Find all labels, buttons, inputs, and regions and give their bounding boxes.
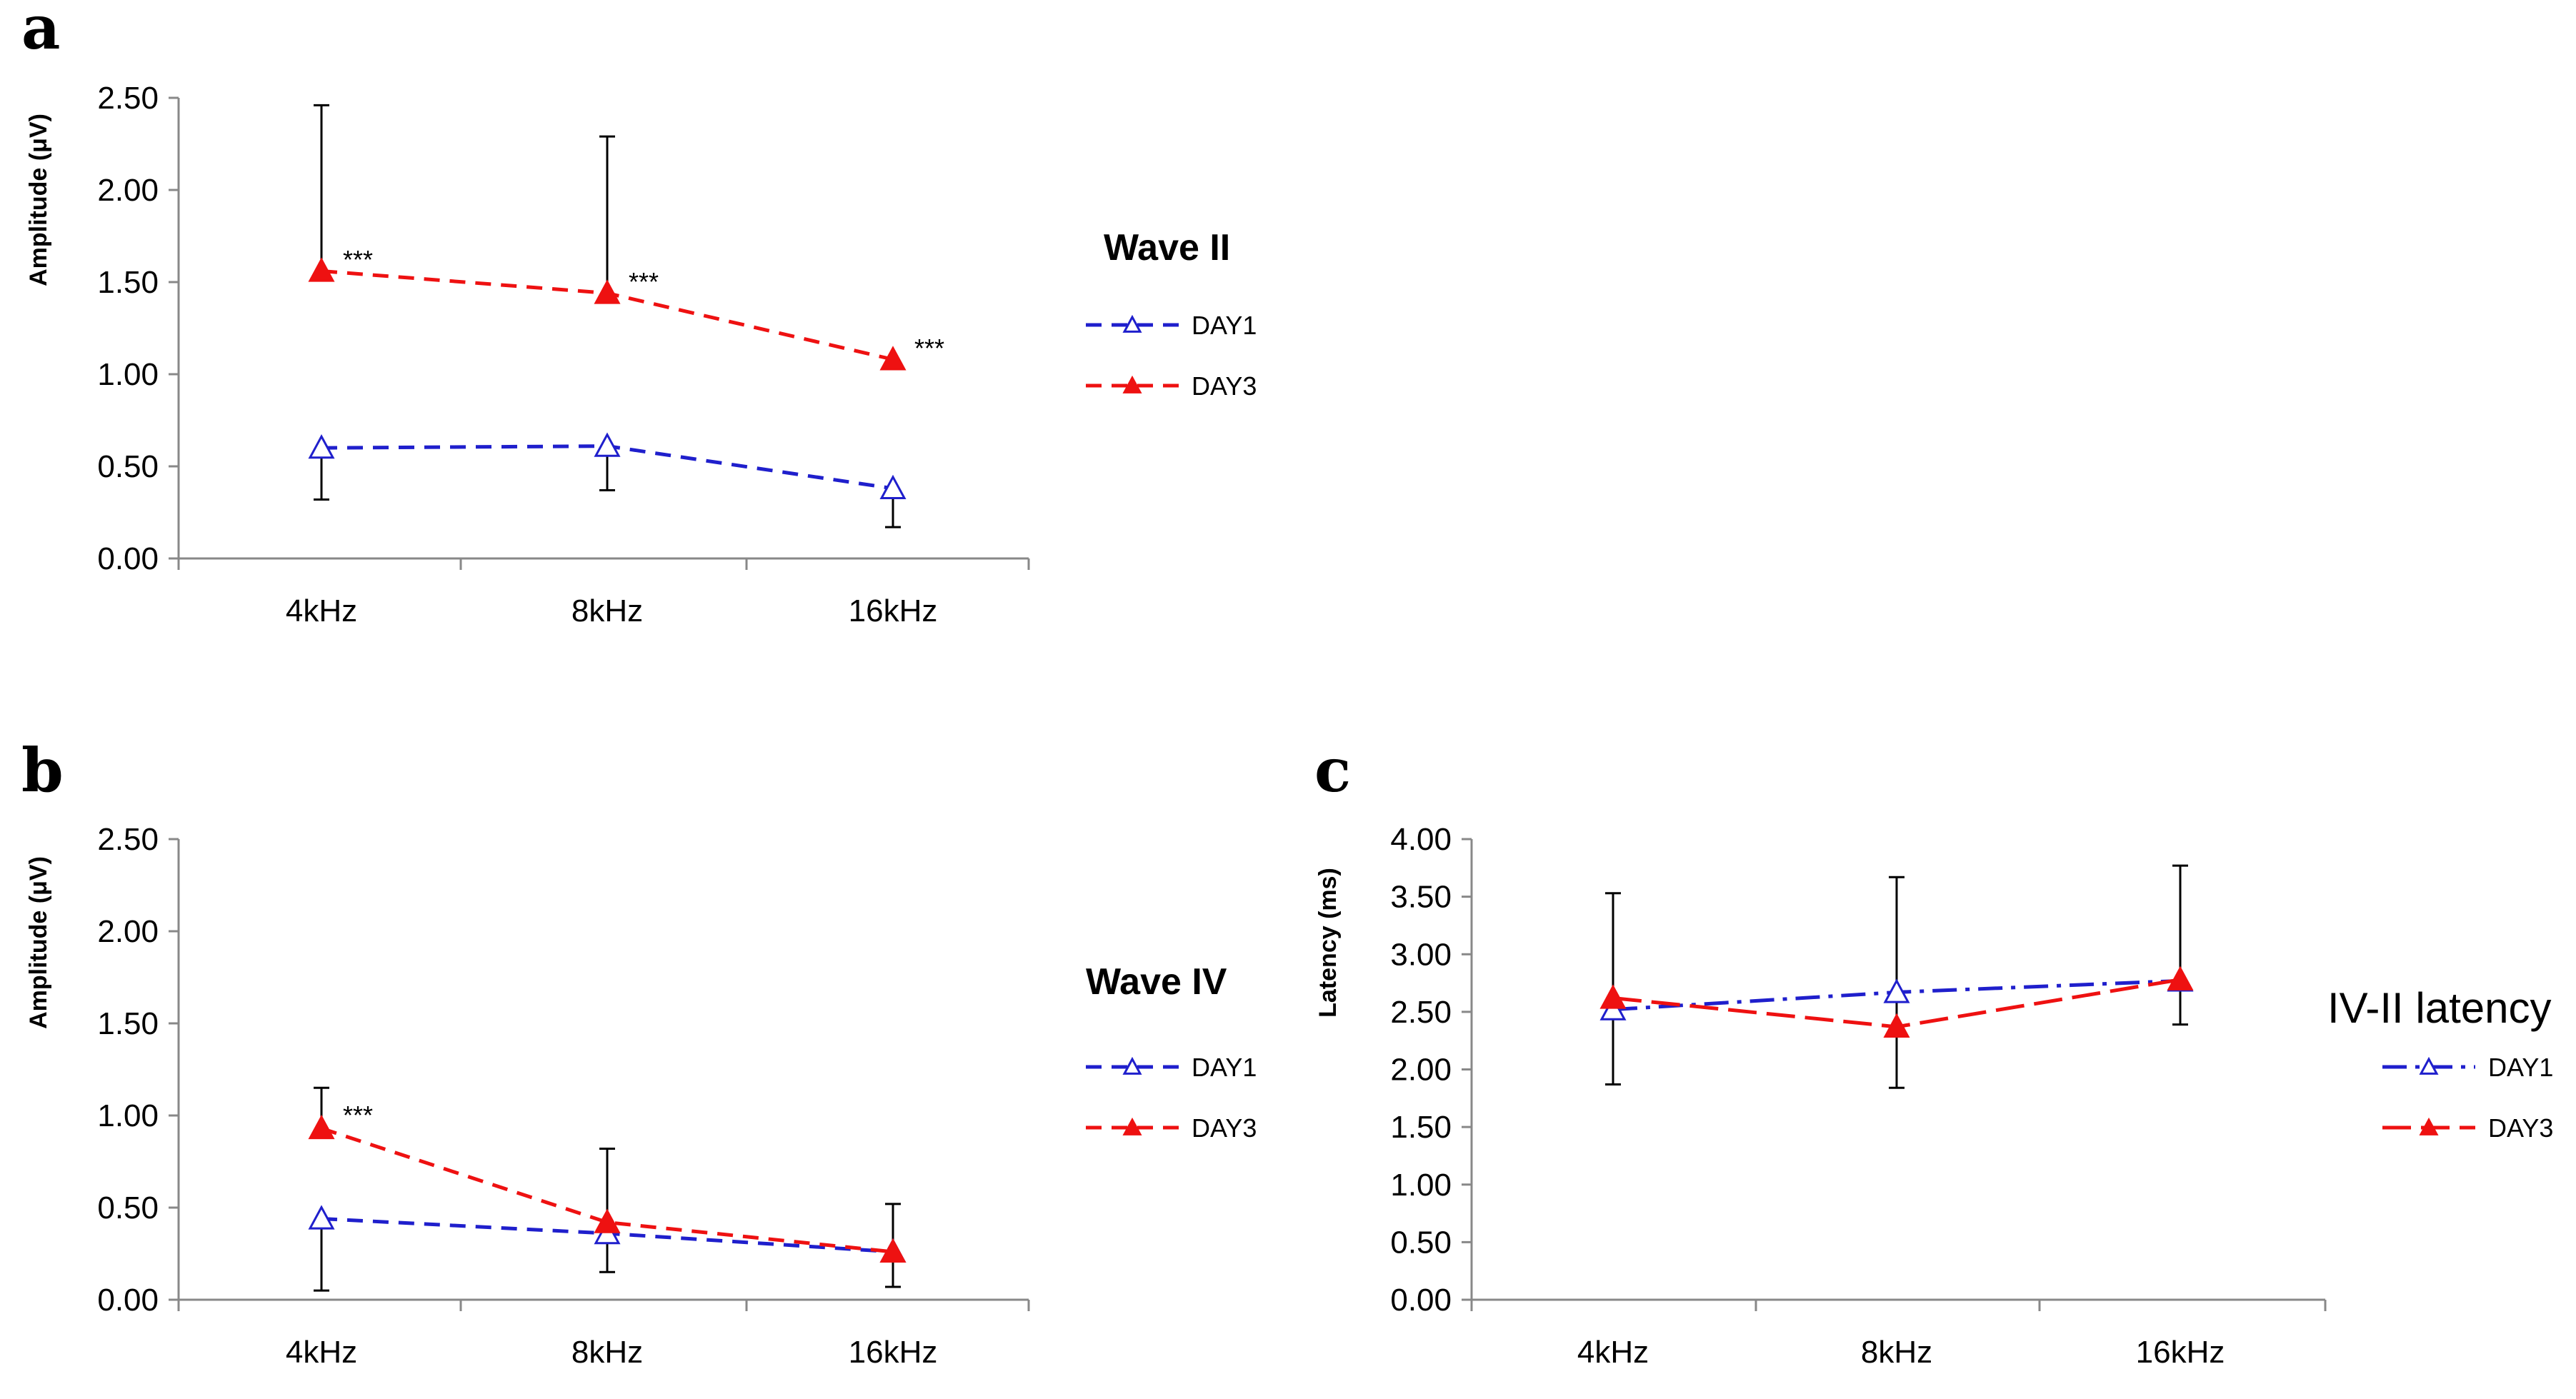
legend: Wave II DAY1 DAY3: [1086, 227, 1257, 401]
y-tick-label: 0.50: [1390, 1225, 1452, 1260]
y-tick-label: 1.00: [1390, 1168, 1452, 1203]
data-point-day1: [594, 432, 621, 457]
data-point-day3: [594, 279, 621, 304]
y-tick-label: 2.50: [1390, 995, 1452, 1030]
legend-title: Wave IV: [1086, 961, 1227, 1003]
y-tick-label: 2.50: [97, 81, 159, 116]
y-axis-label: Amplitude (μV): [25, 114, 52, 286]
panel-letter: b: [21, 735, 64, 806]
data-point-day3: [1599, 984, 1627, 1009]
x-tick-label: 8kHz: [1861, 1335, 1932, 1370]
y-tick-label: 1.50: [97, 265, 159, 300]
legend-title: IV-II latency: [2327, 984, 2551, 1032]
legend-label: DAY3: [1192, 371, 1257, 401]
y-tick-label: 1.00: [97, 1098, 159, 1133]
y-tick-label: 2.00: [1390, 1053, 1452, 1088]
data-point-day3: [308, 257, 335, 282]
data-point-day1: [879, 474, 907, 500]
x-tick-label: 8kHz: [571, 1335, 643, 1370]
legend-swatch-marker: [2419, 1056, 2439, 1075]
legend-label: DAY3: [1192, 1113, 1257, 1143]
y-tick-label: 0.00: [97, 541, 159, 576]
significance-annotation: ***: [629, 267, 659, 296]
legend-label: DAY1: [2488, 1053, 2553, 1082]
y-tick-label: 2.50: [97, 822, 159, 857]
data-point-day3: [2167, 966, 2194, 991]
significance-annotation: ***: [914, 334, 944, 363]
y-tick-label: 0.00: [1390, 1283, 1452, 1318]
legend-swatch-marker: [2419, 1117, 2439, 1135]
legend-label: DAY1: [1192, 1053, 1257, 1082]
y-tick-label: 1.50: [1390, 1110, 1452, 1145]
panel-b: b Amplitude (μV) 0.00 0.50 1.00 1.50 2.00 2.50 4…: [21, 735, 1257, 1370]
legend-title: Wave II: [1104, 227, 1230, 269]
legend-label: DAY3: [2488, 1113, 2553, 1143]
x-tick-label: 4kHz: [286, 593, 357, 628]
y-tick-label: 2.00: [97, 914, 159, 949]
y-tick-label: 3.00: [1390, 937, 1452, 972]
data-point-day3: [1883, 1013, 1910, 1038]
y-tick-label: 1.00: [97, 357, 159, 392]
panel-c: c Latency (ms) 0.00 0.50 1.00 1.50 2.00 2.50 3.0…: [1314, 735, 2553, 1370]
data-point-day3: [879, 346, 907, 371]
legend-swatch-marker: [1122, 314, 1142, 333]
data-point-day3: [879, 1238, 907, 1263]
data-point-day3: [594, 1208, 621, 1233]
y-tick-label: 0.50: [97, 1190, 159, 1225]
data-point-day3: [308, 1114, 335, 1140]
series-line-day3: [321, 1126, 894, 1254]
x-tick-label: 16kHz: [849, 593, 938, 628]
panel-letter: c: [1314, 735, 1351, 806]
y-axis-label: Amplitude (μV): [25, 856, 52, 1029]
significance-annotation: ***: [343, 1100, 373, 1130]
legend-swatch-marker: [1122, 1056, 1142, 1075]
y-tick-label: 0.50: [97, 449, 159, 484]
y-axis-label: Latency (ms): [1314, 868, 1342, 1018]
legend: IV-II latency DAY1 DAY3: [2327, 984, 2553, 1143]
y-tick-label: 1.50: [97, 1006, 159, 1041]
x-tick-label: 16kHz: [849, 1335, 938, 1370]
y-tick-label: 2.00: [97, 173, 159, 208]
panel-a: a Amplitude (μV) 0.00 0.50 1.00 1.50 2.00 2.50 4…: [21, 0, 1257, 628]
significance-annotation: ***: [343, 245, 373, 274]
data-point-day1: [308, 1205, 335, 1230]
legend-swatch-marker: [1122, 375, 1142, 393]
y-tick-label: 3.50: [1390, 880, 1452, 915]
y-tick-label: 4.00: [1390, 822, 1452, 857]
y-tick-label: 0.00: [97, 1283, 159, 1318]
data-point-day1: [308, 434, 335, 459]
x-tick-label: 4kHz: [1577, 1335, 1649, 1370]
x-tick-label: 16kHz: [2136, 1335, 2225, 1370]
data-point-day1: [1883, 978, 1910, 1003]
panel-letter: a: [21, 0, 60, 63]
legend-label: DAY1: [1192, 311, 1257, 340]
legend: Wave IV DAY1 DAY3: [1086, 961, 1257, 1143]
x-tick-label: 8kHz: [571, 593, 643, 628]
x-tick-label: 4kHz: [286, 1335, 357, 1370]
legend-swatch-marker: [1122, 1117, 1142, 1135]
